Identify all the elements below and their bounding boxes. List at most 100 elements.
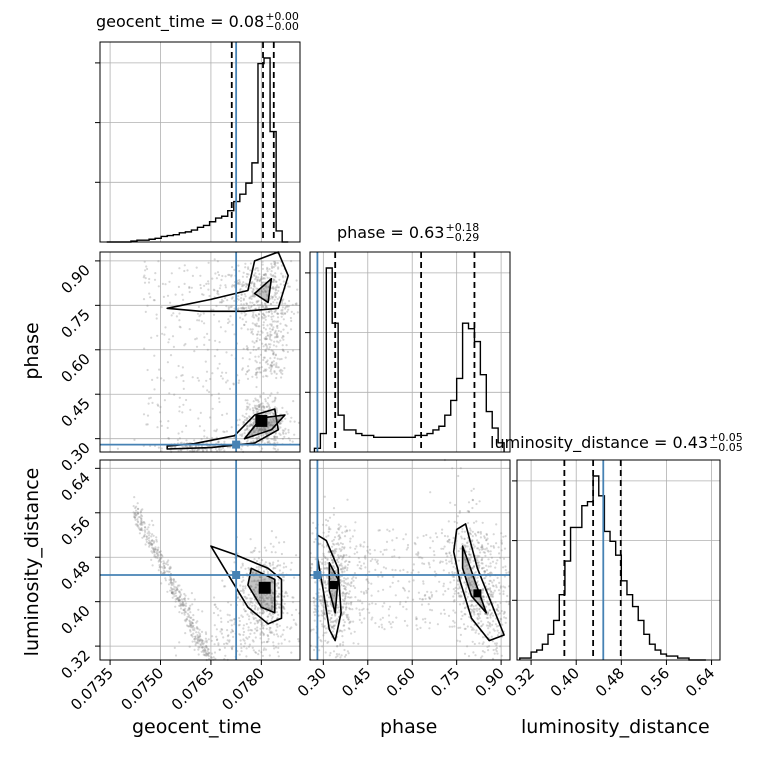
scatter-point [150, 540, 153, 543]
scatter-point [337, 561, 340, 564]
scatter-point [470, 539, 474, 543]
scatter-point [253, 622, 256, 625]
scatter-point [416, 554, 419, 557]
scatter-point [191, 622, 194, 625]
scatter-point [503, 575, 506, 578]
scatter-point [258, 428, 261, 431]
scatter-point [468, 592, 471, 595]
scatter-point [268, 346, 271, 349]
scatter-point [255, 583, 258, 586]
scatter-point [203, 653, 206, 656]
scatter-point [324, 580, 327, 583]
scatter-point [147, 542, 150, 545]
scatter-point [484, 577, 487, 580]
scatter-point [279, 426, 282, 429]
scatter-point [404, 600, 407, 604]
scatter-point [292, 312, 296, 315]
scatter-point [257, 313, 261, 316]
scatter-point [257, 435, 260, 438]
scatter-point [173, 595, 176, 598]
scatter-point [461, 527, 464, 531]
scatter-point [486, 612, 489, 615]
scatter-point [252, 409, 255, 412]
scatter-point [243, 415, 246, 419]
scatter-point [187, 625, 190, 628]
scatter-point [322, 601, 325, 604]
scatter-point [251, 301, 254, 304]
scatter-point [349, 537, 352, 540]
scatter-point [273, 279, 276, 282]
scatter-point [483, 570, 486, 573]
scatter-point [243, 432, 246, 435]
scatter-point [237, 282, 240, 285]
scatter-point [331, 540, 334, 543]
scatter-point [341, 542, 344, 546]
scatter-point [186, 448, 189, 451]
scatter-point [270, 581, 273, 584]
scatter-point [217, 448, 220, 451]
scatter-point [144, 277, 147, 280]
scatter-point [334, 590, 337, 593]
scatter-point [144, 526, 147, 529]
scatter-point [210, 656, 213, 660]
scatter-point [354, 547, 357, 550]
scatter-point [481, 587, 485, 590]
scatter-point [374, 622, 377, 625]
scatter-point [236, 281, 239, 284]
scatter-point [328, 596, 331, 599]
scatter-point [161, 282, 164, 285]
scatter-point [208, 338, 211, 342]
scatter-point [148, 543, 151, 547]
scatter-point [337, 527, 340, 531]
scatter-point [271, 591, 274, 595]
scatter-point [279, 283, 282, 286]
scatter-point [277, 267, 280, 270]
scatter-point [270, 606, 273, 609]
scatter-point [134, 515, 137, 518]
scatter-point [428, 627, 431, 630]
scatter-point [229, 619, 232, 622]
scatter-point [438, 580, 441, 583]
scatter-point [334, 619, 338, 622]
scatter-point [348, 627, 351, 631]
scatter-point [314, 598, 317, 601]
scatter-point [253, 341, 256, 344]
scatter-point [258, 325, 261, 328]
scatter-point [253, 580, 256, 583]
scatter-point [311, 532, 314, 535]
density-peak [258, 581, 271, 594]
scatter-point [193, 629, 196, 632]
scatter-point [158, 565, 162, 568]
scatter-point [272, 266, 275, 269]
scatter-point [240, 297, 243, 300]
scatter-point [154, 548, 157, 551]
scatter-point [247, 305, 250, 308]
scatter-point [143, 533, 146, 536]
scatter-point [181, 445, 184, 448]
scatter-point [136, 507, 140, 510]
title-luminosity-distance: luminosity_distance = 0.43 +0.05 −0.05 [490, 432, 743, 454]
scatter-point [489, 579, 492, 583]
scatter-point [263, 356, 266, 359]
scatter-point [394, 594, 397, 597]
scatter-point [202, 312, 205, 315]
scatter-point [341, 571, 344, 574]
scatter-point [179, 594, 182, 597]
scatter-point [221, 377, 224, 380]
scatter-point [147, 281, 151, 284]
scatter-point [248, 297, 251, 300]
scatter-point [268, 338, 271, 341]
scatter-point [475, 502, 478, 506]
contour-outer [166, 251, 289, 313]
scatter-point [258, 366, 261, 369]
scatter-point [286, 282, 289, 285]
scatter-point [264, 343, 268, 346]
scatter-point [290, 416, 293, 419]
scatter-point [201, 646, 204, 649]
scatter-point [189, 445, 192, 448]
scatter-point [370, 582, 373, 585]
scatter-point [253, 429, 256, 432]
scatter-point [273, 400, 276, 403]
scatter-point [160, 377, 163, 380]
